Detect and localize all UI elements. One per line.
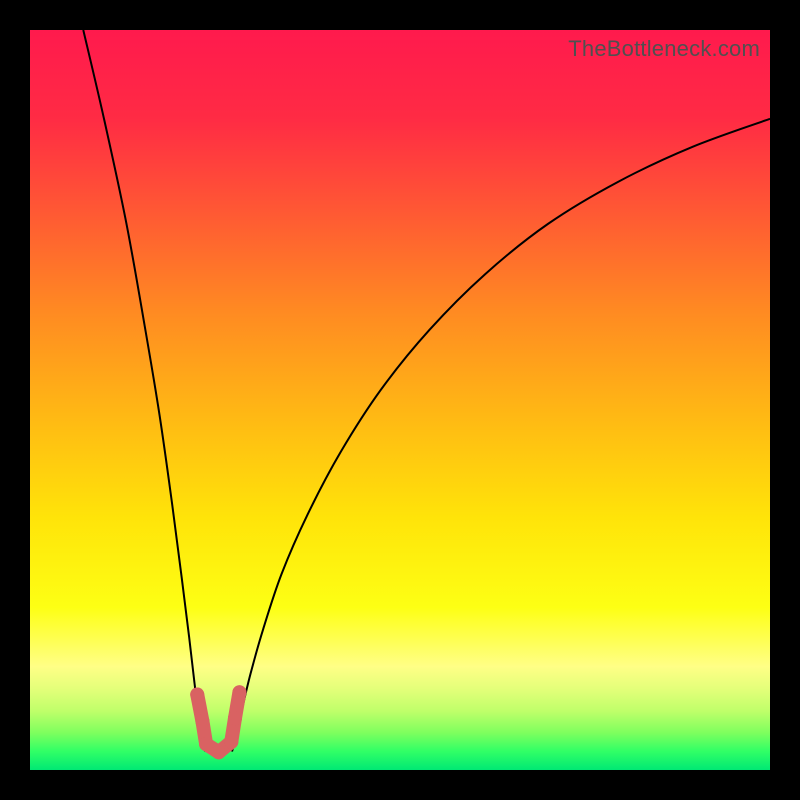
curves-layer — [30, 30, 770, 770]
plot-area: TheBottleneck.com — [30, 30, 770, 770]
marker-dot — [224, 735, 238, 749]
marker-dot — [190, 688, 204, 702]
marker-dot — [195, 714, 209, 728]
chart-frame: TheBottleneck.com — [0, 0, 800, 800]
marker-dot — [199, 737, 213, 751]
bottleneck-curve-right — [232, 119, 770, 752]
optimal-zone-markers — [190, 685, 246, 759]
bottleneck-curve-left — [83, 30, 205, 752]
marker-dot — [232, 685, 246, 699]
marker-dot — [212, 745, 226, 759]
marker-dot — [228, 711, 242, 725]
